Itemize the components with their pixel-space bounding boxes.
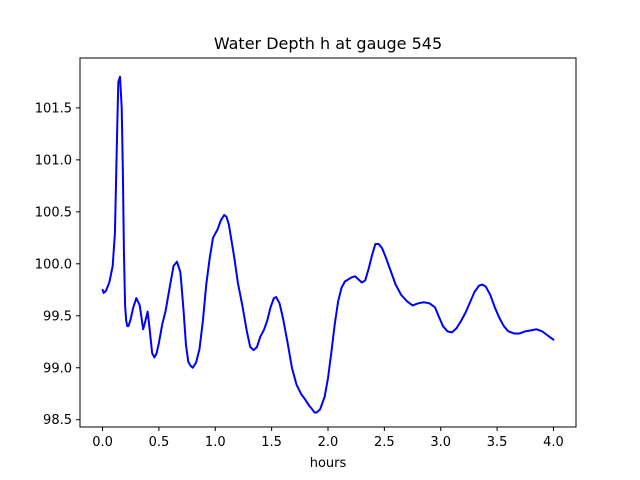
y-tick-label: 98.5 xyxy=(43,413,72,428)
x-axis: 0.0 0.5 1.0 1.5 2.0 2.5 3.0 3.5 4.0 xyxy=(92,427,564,450)
x-tick-label: 0.5 xyxy=(149,435,170,450)
y-tick-label: 101.0 xyxy=(35,153,72,168)
x-tick-label: 3.5 xyxy=(487,435,508,450)
y-axis: 98.5 99.0 99.5 100.0 100.5 101.0 101.5 xyxy=(35,101,80,428)
x-tick-label: 4.0 xyxy=(543,435,564,450)
y-tick-label: 99.0 xyxy=(43,361,72,376)
x-tick-label: 0.0 xyxy=(92,435,113,450)
x-tick-label: 3.0 xyxy=(430,435,451,450)
series-line xyxy=(101,75,555,414)
x-tick-label: 1.5 xyxy=(261,435,282,450)
y-tick-label: 100.5 xyxy=(35,205,72,220)
x-tick-label: 1.0 xyxy=(205,435,226,450)
x-tick-label: 2.0 xyxy=(318,435,339,450)
x-axis-label: hours xyxy=(310,456,347,471)
y-tick-label: 99.5 xyxy=(43,309,72,324)
y-tick-label: 101.5 xyxy=(35,101,72,116)
chart-title: Water Depth h at gauge 545 xyxy=(214,34,442,53)
x-tick-label: 2.5 xyxy=(374,435,395,450)
y-tick-label: 100.0 xyxy=(35,257,72,272)
